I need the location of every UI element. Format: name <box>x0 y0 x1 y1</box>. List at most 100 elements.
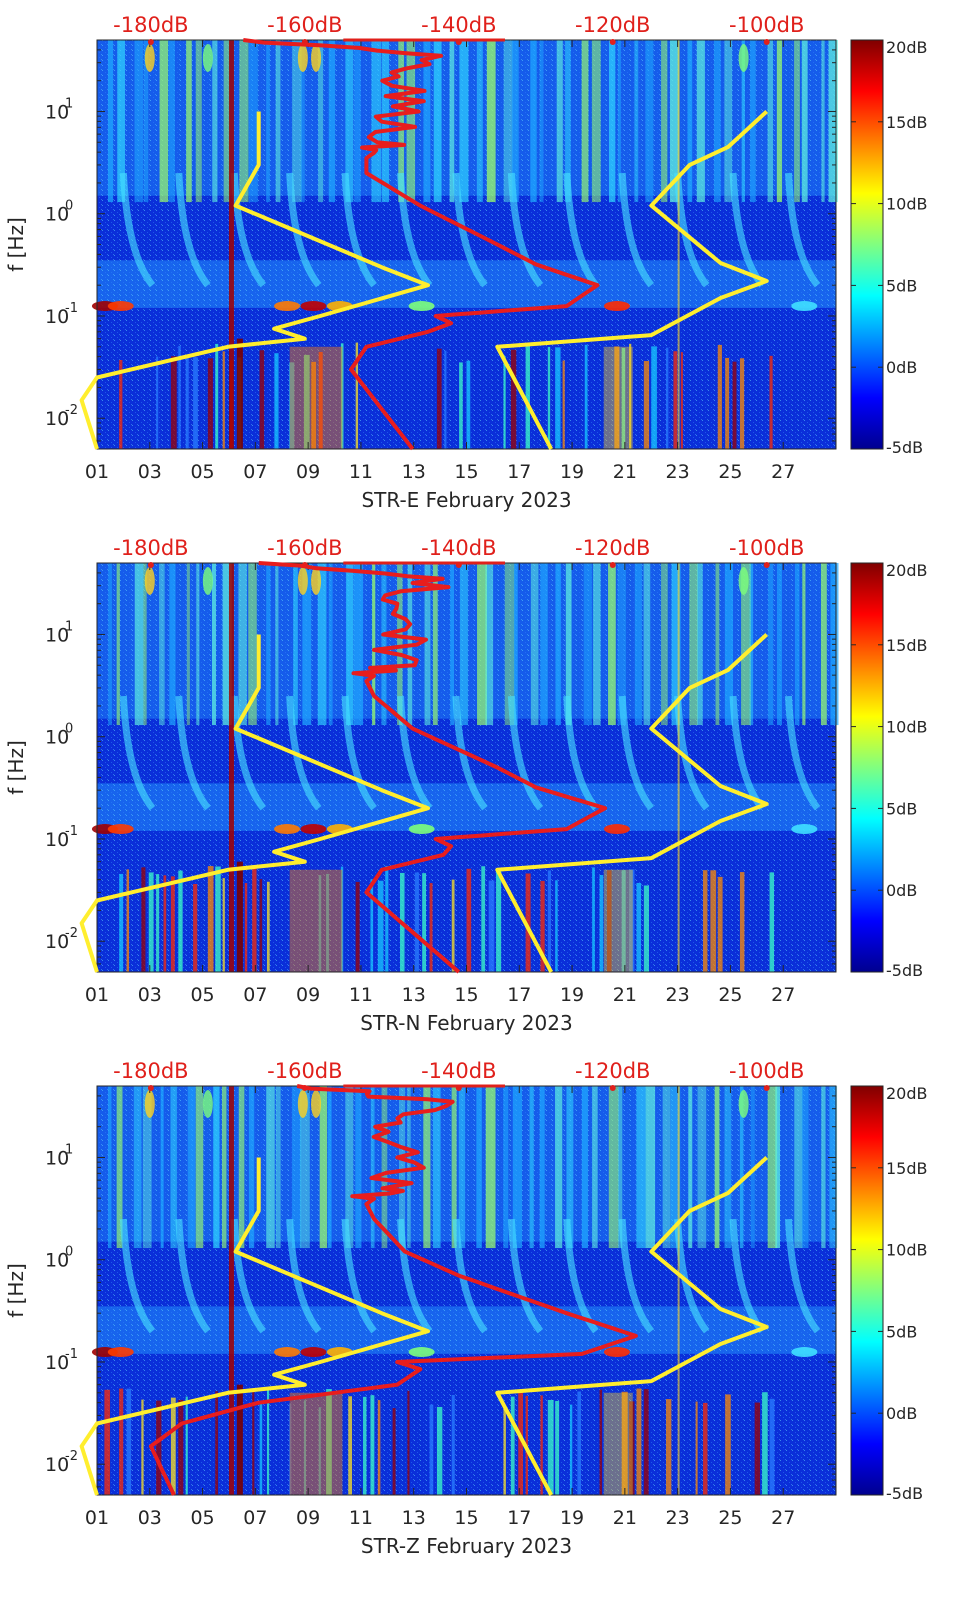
streak-high <box>211 563 216 726</box>
streak-high <box>292 40 302 203</box>
streak-high <box>794 40 800 203</box>
colorbar <box>850 39 884 450</box>
colorbar-label: -5dB <box>886 438 923 457</box>
noise-model-low <box>79 634 430 973</box>
x-tick-label: 19 <box>560 1507 584 1529</box>
microseism-blob <box>408 1347 435 1358</box>
streak-high <box>406 40 416 203</box>
dispersion-swoop <box>286 1218 322 1334</box>
lowfreq-bar <box>636 1388 642 1495</box>
top-axis-label: -120dB <box>575 13 650 37</box>
streak-high <box>555 563 561 726</box>
streak-high <box>266 40 270 203</box>
lowfreq-bar <box>577 1391 582 1495</box>
top-axis-label: -160dB <box>267 536 342 560</box>
top-axis-label: -180dB <box>113 536 188 560</box>
lowfreq-bar <box>555 880 558 972</box>
lowfreq-bar <box>163 875 167 972</box>
x-tick-label: 17 <box>507 1507 531 1529</box>
lowfreq-bar <box>178 870 183 972</box>
streak-high <box>159 40 169 203</box>
lowfreq-bar <box>126 869 130 972</box>
x-tick-label: 23 <box>666 984 690 1006</box>
streak-high <box>565 563 572 726</box>
y-tick-exponent: -2 <box>65 1449 78 1464</box>
hotspot <box>144 567 155 595</box>
colorbar-label: 20dB <box>886 561 928 580</box>
spectrogram-panel-str-z: 01 03 05 07 09 11 13 15 17 19 21 23 25 2710-210-11001… <box>4 1059 928 1558</box>
streak-high <box>739 1086 744 1249</box>
streak-high <box>556 40 563 203</box>
lowfreq-patch <box>289 1392 343 1495</box>
x-tick-label: 17 <box>507 461 531 483</box>
top-axis-tick <box>147 562 154 568</box>
top-axis-label: -140dB <box>421 13 496 37</box>
dispersion-swoop <box>563 695 599 811</box>
streak-high <box>513 563 518 726</box>
streak-high <box>160 1086 164 1249</box>
lowfreq-bar <box>193 357 198 449</box>
lowfreq-bar <box>459 362 463 449</box>
streak-high <box>724 40 733 203</box>
lowfreq-bar <box>429 883 433 972</box>
lowfreq-bar <box>303 1400 306 1495</box>
top-axis-tick <box>609 562 616 568</box>
streak-high <box>398 40 405 203</box>
streak-high <box>248 563 257 726</box>
event-column <box>228 40 234 449</box>
streak-high <box>593 563 601 726</box>
lowfreq-bar <box>170 876 175 972</box>
streak-high <box>355 1086 362 1249</box>
x-tick-label: 11 <box>349 461 373 483</box>
lowfreq-bar <box>104 1389 111 1495</box>
streak-high <box>134 40 144 203</box>
dispersion-swoop <box>286 695 322 811</box>
streak-high <box>581 40 589 203</box>
x-axis-title: STR-Z February 2023 <box>361 1534 572 1558</box>
streak-high <box>238 563 247 726</box>
event-column <box>236 338 243 449</box>
x-tick-label: 21 <box>613 1507 637 1529</box>
streak-high <box>239 40 249 203</box>
y-tick-label: 10 <box>45 1147 69 1169</box>
colorbar-label: 15dB <box>886 636 928 655</box>
streak-high <box>293 563 298 726</box>
x-tick-label: 21 <box>613 984 637 1006</box>
hotspot <box>311 44 322 72</box>
streak-high <box>275 1086 281 1249</box>
streak-high <box>714 1086 720 1249</box>
lowfreq-bar <box>636 882 642 972</box>
lowfreq-bar <box>185 1396 188 1495</box>
streak-high <box>423 40 431 203</box>
y-axis-title: f [Hz] <box>4 740 28 795</box>
y-tick-label: 10 <box>45 306 69 328</box>
top-axis-label: -120dB <box>575 1059 650 1083</box>
microseism-blob <box>603 301 630 312</box>
colorbar-label: 0dB <box>886 1404 917 1423</box>
lowfreq-bar <box>119 873 124 972</box>
streak-high <box>821 1086 826 1249</box>
x-tick-label: 09 <box>296 461 320 483</box>
x-tick-label: 05 <box>190 1507 214 1529</box>
x-tick-label: 09 <box>296 1507 320 1529</box>
x-tick-label: 19 <box>560 984 584 1006</box>
spectrogram-image <box>91 1086 838 1495</box>
streak-high <box>530 40 537 203</box>
colorbar-label: 0dB <box>886 358 917 377</box>
top-axis-tick <box>609 1085 616 1091</box>
streak-high <box>608 563 616 726</box>
x-tick-label: 03 <box>138 461 162 483</box>
top-axis-tick <box>763 562 770 568</box>
streak-high <box>750 40 756 203</box>
x-tick-label: 11 <box>349 1507 373 1529</box>
lowfreq-patch <box>289 346 343 449</box>
lowfreq-bar <box>525 873 531 972</box>
streak-high <box>776 40 783 203</box>
lowfreq-bar <box>178 345 181 449</box>
streak-high <box>238 1086 245 1249</box>
lowfreq-bar <box>769 355 773 449</box>
hotspot <box>202 44 213 72</box>
lowfreq-bar <box>769 1398 775 1495</box>
streak-high <box>399 1086 406 1249</box>
lowfreq-bar <box>673 351 678 449</box>
